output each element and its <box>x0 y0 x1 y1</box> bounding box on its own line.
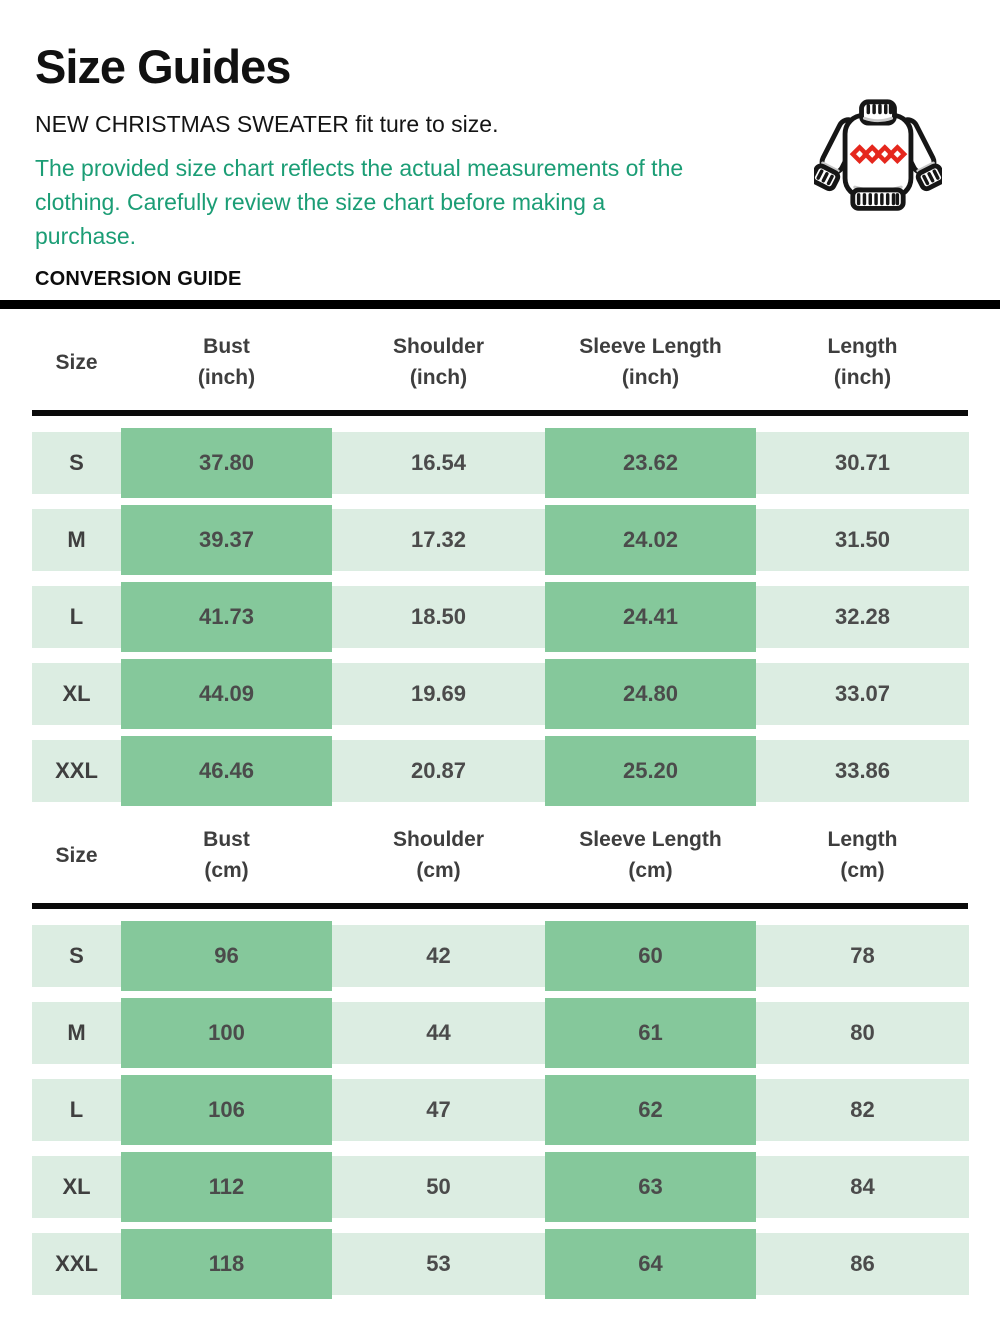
size-table-cm: Size Bust (cm) Shoulder (cm) Sleeve Leng… <box>32 802 969 1299</box>
table-row: M 39.37 17.32 24.02 31.50 <box>32 505 969 575</box>
column-header-length: Length (inch) <box>827 335 898 389</box>
length-value-cell: 82 <box>756 1079 969 1141</box>
length-value-cell: 31.50 <box>756 509 969 571</box>
bust-value-cell: 39.37 <box>121 505 332 575</box>
sleeve-length-value-cell: 24.80 <box>545 659 756 729</box>
size-label-cell: XL <box>32 1156 121 1218</box>
table-row: S 96 42 60 78 <box>32 921 969 991</box>
length-value-cell: 80 <box>756 1002 969 1064</box>
table-row: XXL 118 53 64 86 <box>32 1229 969 1299</box>
shoulder-value-cell: 44 <box>332 1002 545 1064</box>
sleeve-length-value-cell: 24.02 <box>545 505 756 575</box>
header-rule <box>32 903 968 909</box>
table-body: S 96 42 60 78 M 100 44 61 80 L 106 47 62… <box>32 909 969 1299</box>
table-row: S 37.80 16.54 23.62 30.71 <box>32 428 969 498</box>
bust-value-cell: 112 <box>121 1152 332 1222</box>
shoulder-value-cell: 42 <box>332 925 545 987</box>
shoulder-value-cell: 18.50 <box>332 586 545 648</box>
table-row: L 41.73 18.50 24.41 32.28 <box>32 582 969 652</box>
size-label-cell: M <box>32 509 121 571</box>
christmas-sweater-icon <box>814 99 942 211</box>
column-header-sleeve-length: Sleeve Length (cm) <box>579 828 722 882</box>
header-rule <box>32 410 968 416</box>
table-header-row: Size Bust (cm) Shoulder (cm) Sleeve Leng… <box>32 802 968 903</box>
bust-value-cell: 41.73 <box>121 582 332 652</box>
bust-value-cell: 46.46 <box>121 736 332 806</box>
size-label-cell: L <box>32 586 121 648</box>
size-table-inch: Size Bust (inch) Shoulder (inch) Sleeve … <box>32 309 969 806</box>
length-value-cell: 78 <box>756 925 969 987</box>
column-header-bust: Bust (inch) <box>197 335 256 389</box>
column-header-length: Length (cm) <box>827 828 898 882</box>
page-title: Size Guides <box>35 40 291 93</box>
fit-note: NEW CHRISTMAS SWEATER fit ture to size. <box>35 111 499 137</box>
column-header-sleeve-length: Sleeve Length (inch) <box>579 335 722 389</box>
length-value-cell: 32.28 <box>756 586 969 648</box>
sleeve-length-value-cell: 64 <box>545 1229 756 1299</box>
bust-value-cell: 118 <box>121 1229 332 1299</box>
length-value-cell: 84 <box>756 1156 969 1218</box>
bust-value-cell: 100 <box>121 998 332 1068</box>
size-label-cell: M <box>32 1002 121 1064</box>
size-chart-note: The provided size chart reflects the act… <box>35 155 684 249</box>
table-row: XL 112 50 63 84 <box>32 1152 969 1222</box>
size-label-cell: L <box>32 1079 121 1141</box>
size-label-cell: S <box>32 925 121 987</box>
column-header-bust: Bust (cm) <box>203 828 250 882</box>
bust-value-cell: 106 <box>121 1075 332 1145</box>
shoulder-value-cell: 47 <box>332 1079 545 1141</box>
length-value-cell: 30.71 <box>756 432 969 494</box>
bust-value-cell: 44.09 <box>121 659 332 729</box>
table-body: S 37.80 16.54 23.62 30.71 M 39.37 17.32 … <box>32 416 969 806</box>
column-header-size: Size <box>55 350 98 374</box>
sleeve-length-value-cell: 61 <box>545 998 756 1068</box>
column-header-shoulder: Shoulder (inch) <box>392 335 484 389</box>
shoulder-value-cell: 20.87 <box>332 740 545 802</box>
shoulder-value-cell: 16.54 <box>332 432 545 494</box>
table-row: M 100 44 61 80 <box>32 998 969 1068</box>
length-value-cell: 33.07 <box>756 663 969 725</box>
shoulder-value-cell: 19.69 <box>332 663 545 725</box>
divider-bar <box>0 300 1000 309</box>
sleeve-length-value-cell: 60 <box>545 921 756 991</box>
table-header-row: Size Bust (inch) Shoulder (inch) Sleeve … <box>32 309 968 410</box>
size-label-cell: S <box>32 432 121 494</box>
table-row: L 106 47 62 82 <box>32 1075 969 1145</box>
sleeve-length-value-cell: 62 <box>545 1075 756 1145</box>
header: Size Guides NEW CHRISTMAS SWEATER fit tu… <box>0 0 1000 291</box>
column-header-shoulder: Shoulder (cm) <box>392 828 484 882</box>
sleeve-length-value-cell: 25.20 <box>545 736 756 806</box>
conversion-guide-label: CONVERSION GUIDE <box>35 268 242 290</box>
length-value-cell: 86 <box>756 1233 969 1295</box>
bust-value-cell: 96 <box>121 921 332 991</box>
column-header-size: Size <box>55 843 98 867</box>
size-label-cell: XXL <box>32 1233 121 1295</box>
size-label-cell: XXL <box>32 740 121 802</box>
shoulder-value-cell: 17.32 <box>332 509 545 571</box>
size-label-cell: XL <box>32 663 121 725</box>
bust-value-cell: 37.80 <box>121 428 332 498</box>
length-value-cell: 33.86 <box>756 740 969 802</box>
table-row: XXL 46.46 20.87 25.20 33.86 <box>32 736 969 806</box>
shoulder-value-cell: 53 <box>332 1233 545 1295</box>
sleeve-length-value-cell: 23.62 <box>545 428 756 498</box>
sleeve-length-value-cell: 24.41 <box>545 582 756 652</box>
sleeve-length-value-cell: 63 <box>545 1152 756 1222</box>
shoulder-value-cell: 50 <box>332 1156 545 1218</box>
table-row: XL 44.09 19.69 24.80 33.07 <box>32 659 969 729</box>
